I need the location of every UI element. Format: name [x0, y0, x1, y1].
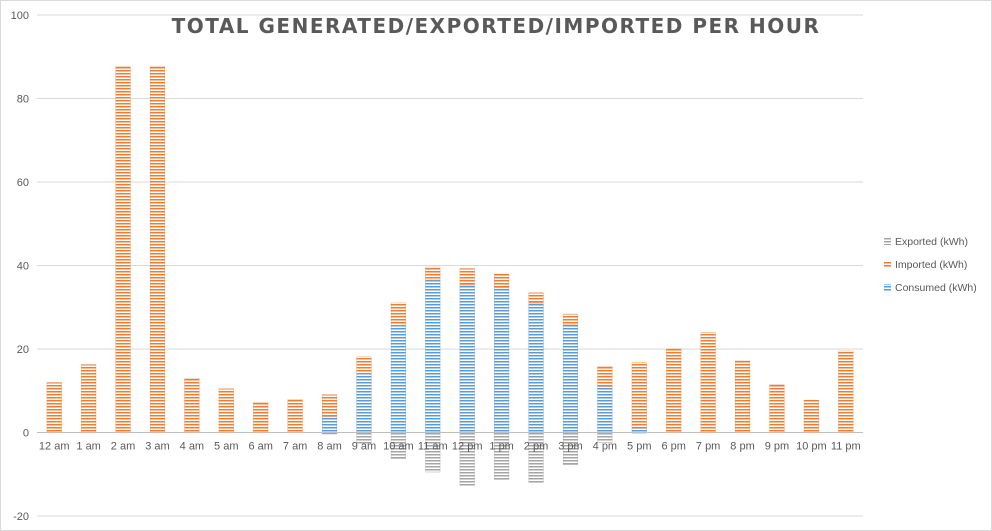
x-tick-label: 11 pm	[831, 441, 861, 453]
bar-segment-consumed	[356, 374, 372, 433]
bar-segment-exported	[631, 432, 647, 434]
bar-segment-consumed	[322, 416, 338, 433]
y-tick-label: -20	[13, 511, 29, 523]
x-tick-label: 5 am	[214, 441, 238, 453]
bar-segment-consumed	[528, 303, 544, 433]
bar-segment-consumed	[562, 324, 578, 433]
y-tick-label: 20	[17, 344, 29, 356]
bar-segment-imported	[459, 268, 475, 286]
x-tick-label: 8 am	[317, 441, 341, 453]
bar-segment-imported	[46, 382, 62, 433]
bar-segment-imported	[425, 266, 441, 281]
legend-item: Exported (kWh)	[884, 236, 968, 248]
y-tick-label: 60	[17, 177, 29, 189]
x-tick-label: 7 am	[283, 441, 307, 453]
x-tick-label: 4 am	[180, 441, 204, 453]
bar-segment-exported	[494, 432, 510, 480]
bar-segment-exported	[562, 432, 578, 466]
bar-segment-imported	[115, 66, 131, 433]
x-tick-label: 9 am	[352, 441, 376, 453]
bar-segment-imported	[769, 384, 785, 433]
bar-segment-imported	[218, 388, 234, 433]
x-tick-label: 11 am	[418, 441, 448, 453]
bar-segment-imported	[735, 360, 751, 433]
legend-label: Imported (kWh)	[895, 259, 967, 271]
x-tick-label: 10 pm	[796, 441, 827, 453]
bar-segment-imported	[666, 348, 682, 433]
bar-segment-exported	[322, 432, 338, 435]
legend-swatch	[884, 238, 891, 245]
bar-segment-imported	[81, 364, 97, 433]
x-tick-label: 6 pm	[661, 441, 685, 453]
bar-segment-imported	[803, 399, 819, 433]
bar-segment-imported	[631, 362, 647, 429]
bar-segment-exported	[528, 432, 544, 483]
bar-segment-imported	[253, 402, 269, 433]
bar-segment-imported	[597, 366, 613, 387]
x-tick-label: 3 pm	[558, 441, 582, 453]
bar-segment-consumed	[631, 428, 647, 433]
legend-label: Exported (kWh)	[895, 236, 968, 248]
y-tick-label: 80	[17, 94, 29, 106]
bar-segment-exported	[459, 432, 475, 486]
legend-swatch	[884, 261, 891, 268]
x-tick-label: 2 am	[111, 441, 135, 453]
bar-segment-imported	[838, 350, 854, 433]
bar-segment-exported	[425, 432, 441, 473]
x-tick-label: 7 pm	[696, 441, 720, 453]
x-tick-label: 8 pm	[730, 441, 754, 453]
legend-label: Consumed (kWh)	[895, 282, 977, 294]
x-tick-label: 10 am	[383, 441, 414, 453]
bar-segment-exported	[356, 432, 372, 444]
y-tick-label: 100	[11, 10, 29, 22]
legend-item: Consumed (kWh)	[884, 282, 977, 294]
bar-segment-imported	[494, 273, 510, 288]
bar-segment-consumed	[597, 386, 613, 433]
bar-segment-exported	[390, 432, 406, 459]
bar-segment-imported	[390, 302, 406, 327]
bar-segment-imported	[528, 292, 544, 304]
chart-title: TOTAL GENERATED/EXPORTED/IMPORTED PER HO…	[172, 14, 821, 38]
bar-segment-imported	[356, 356, 372, 375]
bar-segment-consumed	[459, 285, 475, 433]
x-tick-label: 12 am	[39, 441, 70, 453]
bar-segment-imported	[562, 313, 578, 325]
x-tick-label: 1 am	[76, 441, 100, 453]
x-tick-label: 6 am	[248, 441, 272, 453]
bar-segment-exported	[597, 432, 613, 443]
bar-segment-consumed	[390, 326, 406, 433]
x-tick-label: 9 pm	[765, 441, 789, 453]
bar-segment-consumed	[494, 287, 510, 433]
x-tick-label: 4 pm	[593, 441, 617, 453]
bar-segment-imported	[184, 378, 200, 433]
x-tick-label: 5 pm	[627, 441, 651, 453]
y-tick-label: 40	[17, 261, 29, 273]
x-tick-label: 2 pm	[524, 441, 548, 453]
y-tick-label: 0	[23, 428, 29, 440]
x-tick-label: 3 am	[145, 441, 169, 453]
bar-segment-imported	[149, 65, 165, 433]
x-tick-label: 12 pm	[452, 441, 483, 453]
x-tick-label: 1 pm	[489, 441, 513, 453]
legend-swatch	[884, 284, 891, 291]
legend-item: Imported (kWh)	[884, 259, 967, 271]
bar-segment-imported	[322, 394, 338, 417]
bar-segment-consumed	[425, 280, 441, 433]
bar-segment-imported	[700, 332, 716, 433]
bar-segment-imported	[287, 399, 303, 433]
